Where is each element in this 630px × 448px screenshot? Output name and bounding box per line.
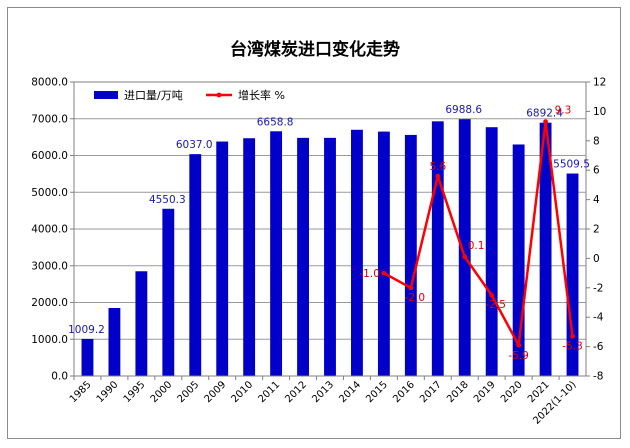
legend-line-marker [216,92,222,98]
legend-line-label: 增长率 % [238,88,285,102]
right-tick-label: -2 [593,282,603,294]
right-tick-label: 4 [593,194,600,206]
growth-rate-line [383,120,574,347]
category-label: 2016 [391,379,417,405]
line-data-label: -5.9 [508,350,529,362]
growth-rate-point [408,285,414,291]
line-data-label: 5.6 [429,161,446,173]
category-label: 2011 [256,379,282,405]
data-labels: 1009.2 4550.3 6037.0 6658.8 6988.6 6892.4 5509… [68,104,590,362]
category-label: 2013 [310,379,336,405]
bar-data-label: 6037.0 [176,139,213,151]
bar-data-label: 5509.5 [553,159,590,171]
legend: 进口量/万吨 增长率 % [94,88,285,102]
category-label: 2017 [418,379,444,405]
bar [108,308,121,376]
right-tick-label: -4 [593,312,604,324]
category-label: 1990 [95,379,121,405]
line-series [381,119,575,348]
bar [243,138,256,376]
bar-series [81,119,579,377]
growth-rate-point [435,173,441,179]
bar [81,338,94,376]
right-tick-label: -8 [593,371,603,383]
growth-rate-point [462,254,468,260]
left-tick-label: 0.0 [51,371,68,383]
legend-bar-label: 进口量/万吨 [124,89,183,102]
bar [162,208,175,376]
legend-bar-swatch [94,91,118,99]
bar [404,134,417,376]
category-label: 2000 [149,379,175,405]
left-tick-label: 4000.0 [31,224,68,236]
growth-rate-point [381,270,387,276]
right-tick-label: 12 [593,77,606,89]
bar-data-label: 6988.6 [445,104,482,116]
right-tick-label: 8 [593,135,600,147]
bar [431,121,444,376]
growth-rate-point [489,292,495,298]
bar [458,119,471,377]
bar [351,129,363,376]
left-tick-label: 7000.0 [31,113,68,125]
line-data-label: -1.0 [359,268,380,280]
category-label: 2019 [472,379,498,405]
bar [539,122,552,376]
bar [566,173,579,376]
chart-title: 台湾煤炭进口变化走势 [230,39,400,60]
category-label: 2014 [337,379,363,405]
category-label: 2010 [230,379,256,405]
bar [485,127,498,376]
bar-data-label: 1009.2 [68,324,105,336]
right-tick-label: -6 [593,341,604,353]
line-data-label: -2.5 [485,299,506,311]
category-label: 1995 [122,379,148,405]
right-tick-label: 6 [593,165,600,177]
left-tick-label: 5000.0 [31,187,68,199]
left-tick-label: 1000.0 [31,334,68,346]
category-label: 1985 [68,379,94,405]
bar [189,154,202,376]
category-label: 2020 [499,379,525,405]
growth-rate-point [543,119,548,125]
bar [324,137,336,376]
category-label: 2018 [445,379,471,405]
line-data-label: -5.3 [562,340,583,352]
left-tick-label: 2000.0 [31,297,68,309]
bar-data-label: 6892.4 [526,108,563,120]
category-label: 2009 [203,379,229,405]
right-tick-label: 0 [593,253,600,265]
line-data-label: 0.1 [468,240,485,252]
category-label: 2012 [283,379,309,405]
right-tick-label: 10 [593,106,606,118]
category-label: 2015 [364,379,390,405]
bar-data-label: 6658.8 [257,116,294,128]
right-tick-label: 2 [593,224,600,236]
left-tick-label: 6000.0 [31,150,68,162]
left-tick-label: 3000.0 [31,260,68,272]
category-label: 2005 [176,379,202,405]
bar [377,131,390,376]
bar [216,141,229,376]
bar [270,131,283,376]
left-tick-label: 8000.0 [31,77,68,89]
line-data-label: 9.3 [555,105,572,117]
growth-rate-point [570,333,575,339]
bar [135,271,148,376]
bar [297,137,309,376]
bar-data-label: 4550.3 [149,194,186,206]
line-data-label: -2.0 [405,292,426,304]
growth-rate-point [516,342,522,348]
bar [512,144,525,376]
